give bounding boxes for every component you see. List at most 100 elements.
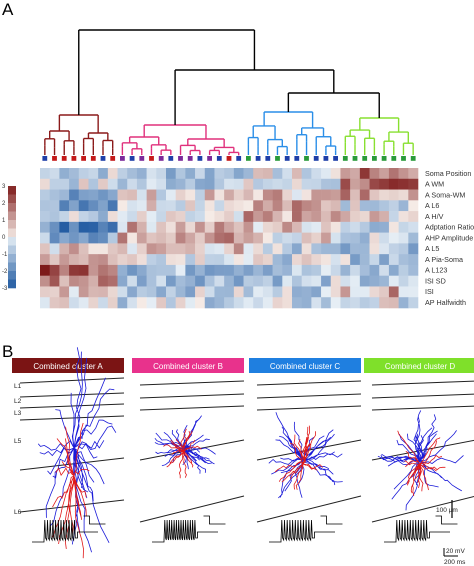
heatmap-cell bbox=[359, 286, 370, 298]
heatmap-cell bbox=[359, 221, 370, 233]
heatmap-cell bbox=[69, 264, 80, 276]
heatmap-row-labels: Soma Position A WMA Soma-WM A L6 A H/V Adpta… bbox=[425, 169, 474, 307]
heatmap-cell bbox=[78, 221, 89, 233]
heatmap-cell bbox=[262, 221, 273, 233]
heatmap-cell bbox=[69, 254, 80, 266]
heatmap-cell bbox=[156, 243, 167, 255]
heatmap-cell bbox=[330, 221, 341, 233]
heatmap-cell bbox=[40, 254, 50, 266]
spike-trace bbox=[384, 519, 450, 543]
heatmap-cell bbox=[49, 232, 60, 244]
heatmap-cell bbox=[156, 200, 167, 212]
leaf-marker bbox=[178, 156, 183, 161]
spike-trace bbox=[32, 519, 98, 543]
heatmap-cell bbox=[175, 286, 186, 298]
heatmap-cell bbox=[127, 211, 138, 223]
heatmap-cell bbox=[233, 200, 244, 212]
heatmap-cell bbox=[195, 232, 206, 244]
heatmap-cell bbox=[311, 221, 322, 233]
layer-label: L2 bbox=[14, 398, 22, 405]
heatmap-cell bbox=[340, 232, 351, 244]
heatmap-cell bbox=[272, 243, 283, 255]
heatmap-cell bbox=[98, 168, 109, 180]
leaf-marker bbox=[216, 156, 222, 161]
heatmap-cell bbox=[195, 189, 206, 201]
layer-boundary bbox=[371, 380, 474, 386]
heatmap-cell bbox=[98, 189, 109, 201]
heatmap-cell bbox=[408, 254, 419, 266]
heatmap-cell bbox=[195, 275, 206, 287]
heatmap-cell bbox=[292, 178, 302, 190]
layer-boundary bbox=[19, 499, 125, 513]
heatmap-cell bbox=[408, 264, 419, 276]
heatmap-cell bbox=[350, 254, 361, 266]
heatmap-cell bbox=[175, 275, 186, 287]
row-label: A Pia-Soma bbox=[425, 255, 463, 264]
heatmap-cell bbox=[282, 297, 293, 309]
heatmap-cell bbox=[136, 221, 147, 233]
layer-boundary bbox=[371, 405, 474, 411]
heatmap-cell bbox=[78, 168, 89, 180]
heatmap-cell bbox=[388, 221, 399, 233]
heatmap-cell bbox=[88, 232, 99, 244]
heatmap-cell bbox=[224, 200, 235, 212]
heatmap-cell bbox=[311, 264, 322, 276]
heatmap-cell bbox=[49, 286, 60, 298]
heatmap-cell bbox=[204, 232, 215, 244]
row-label: Adptation Ratio bbox=[425, 223, 474, 232]
heatmap-cell bbox=[88, 211, 99, 223]
heatmap-cell bbox=[272, 178, 283, 190]
heatmap-cell bbox=[107, 264, 118, 276]
leaf-marker bbox=[129, 156, 135, 161]
heatmap-cell bbox=[262, 178, 273, 190]
heatmap-cell bbox=[272, 221, 283, 233]
neuron-arbor bbox=[274, 425, 323, 490]
heatmap-cell bbox=[350, 178, 361, 190]
heatmap-cell bbox=[156, 286, 167, 298]
heatmap-cell bbox=[398, 286, 409, 298]
row-label: A L123 bbox=[425, 266, 447, 275]
heatmap-cell bbox=[156, 264, 167, 276]
heatmap-cell bbox=[379, 243, 390, 255]
heatmap-cell bbox=[195, 297, 206, 309]
heatmap-cell bbox=[195, 221, 206, 233]
heatmap-cell bbox=[195, 168, 206, 180]
heatmap bbox=[40, 168, 419, 309]
heatmap-cell bbox=[350, 168, 361, 180]
time-scale-label: 200 ms bbox=[444, 559, 466, 566]
heatmap-cell bbox=[282, 221, 293, 233]
heatmap-cell bbox=[224, 178, 235, 190]
heatmap-cell bbox=[117, 232, 128, 244]
heatmap-cell bbox=[292, 254, 302, 266]
heatmap-cell bbox=[136, 243, 147, 255]
heatmap-cell bbox=[156, 211, 167, 223]
layer-boundary bbox=[19, 377, 125, 384]
heatmap-cell bbox=[175, 211, 186, 223]
heatmap-cell bbox=[321, 232, 332, 244]
heatmap-cell bbox=[301, 232, 312, 244]
heatmap-cell bbox=[69, 275, 80, 287]
heatmap-cell bbox=[98, 264, 109, 276]
cluster-header bbox=[132, 358, 244, 373]
heatmap-cell bbox=[340, 189, 351, 201]
heatmap-cell bbox=[379, 254, 390, 266]
heatmap-cell bbox=[40, 211, 50, 223]
heatmap-cell bbox=[292, 243, 302, 255]
colorbar-tick-label: 3 bbox=[2, 184, 6, 190]
heatmap-cell bbox=[301, 211, 312, 223]
heatmap-cell bbox=[156, 254, 167, 266]
heatmap-cell bbox=[311, 211, 322, 223]
heatmap-cell bbox=[40, 178, 50, 190]
heatmap-cell bbox=[136, 275, 147, 287]
heatmap-cell bbox=[107, 211, 118, 223]
heatmap-cell bbox=[40, 286, 50, 298]
row-label: A Soma-WM bbox=[425, 190, 465, 199]
heatmap-cell bbox=[262, 243, 273, 255]
heatmap-cell bbox=[98, 200, 109, 212]
heatmap-cell bbox=[330, 178, 341, 190]
heatmap-cell bbox=[379, 200, 390, 212]
heatmap-cell bbox=[59, 286, 70, 298]
heatmap-cell bbox=[398, 221, 409, 233]
neuron-arbor bbox=[397, 430, 446, 496]
heatmap-cell bbox=[301, 189, 312, 201]
